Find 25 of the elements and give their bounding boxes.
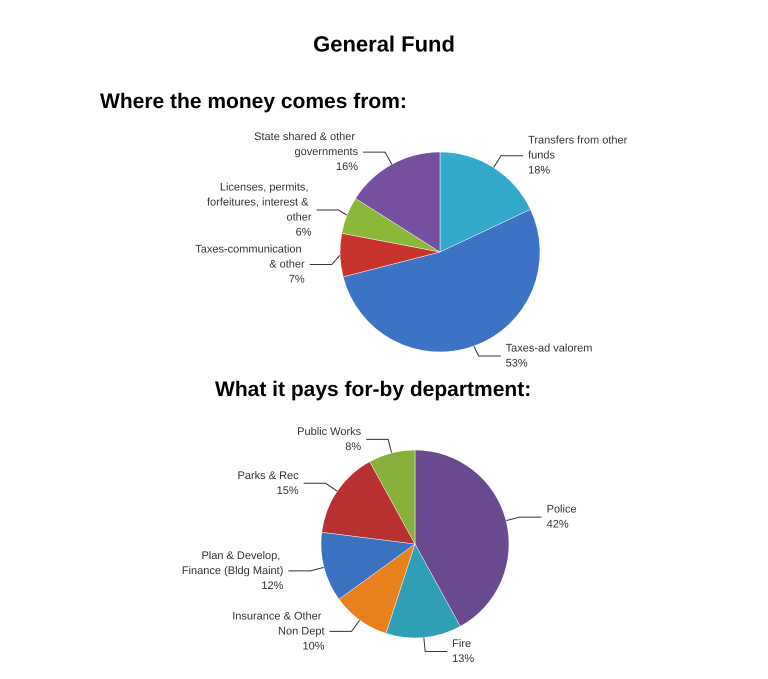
slice-label: Transfers from other funds bbox=[528, 134, 630, 162]
data-label: 15% bbox=[276, 484, 299, 497]
slice-label: State shared & other governments bbox=[254, 131, 359, 158]
data-label: 8% bbox=[345, 440, 362, 453]
data-label: 7% bbox=[288, 274, 305, 286]
data-label: 53% bbox=[506, 358, 528, 370]
chart-title: General Fund bbox=[313, 32, 455, 56]
data-label: 18% bbox=[528, 164, 550, 177]
data-label: 42% bbox=[546, 518, 569, 531]
data-label: 6% bbox=[296, 226, 312, 239]
slice-label: Licenses, permits, forfeitures, interest & other bbox=[206, 182, 312, 224]
data-label: 12% bbox=[261, 580, 284, 592]
slice-label: Parks & Rec bbox=[238, 470, 300, 482]
slice-label: Fire bbox=[452, 638, 472, 650]
data-label: 16% bbox=[336, 161, 358, 174]
chart-subtitle: Where the money comes from: bbox=[100, 90, 407, 113]
data-label: 13% bbox=[452, 653, 474, 666]
chart-title: What it pays for-by department: bbox=[215, 378, 532, 401]
slice-label: Taxes-ad valorem bbox=[506, 342, 592, 354]
slice-label: Insurance & Other Non Dept bbox=[232, 610, 325, 638]
slice-label: Plan & Develop, Finance (Bldg Maint) bbox=[182, 550, 284, 577]
slice-label: Public Works bbox=[297, 426, 362, 438]
slice-label: Taxes-communication & other bbox=[195, 244, 306, 271]
data-label: 10% bbox=[302, 640, 325, 652]
slice-label: Police bbox=[546, 504, 577, 516]
